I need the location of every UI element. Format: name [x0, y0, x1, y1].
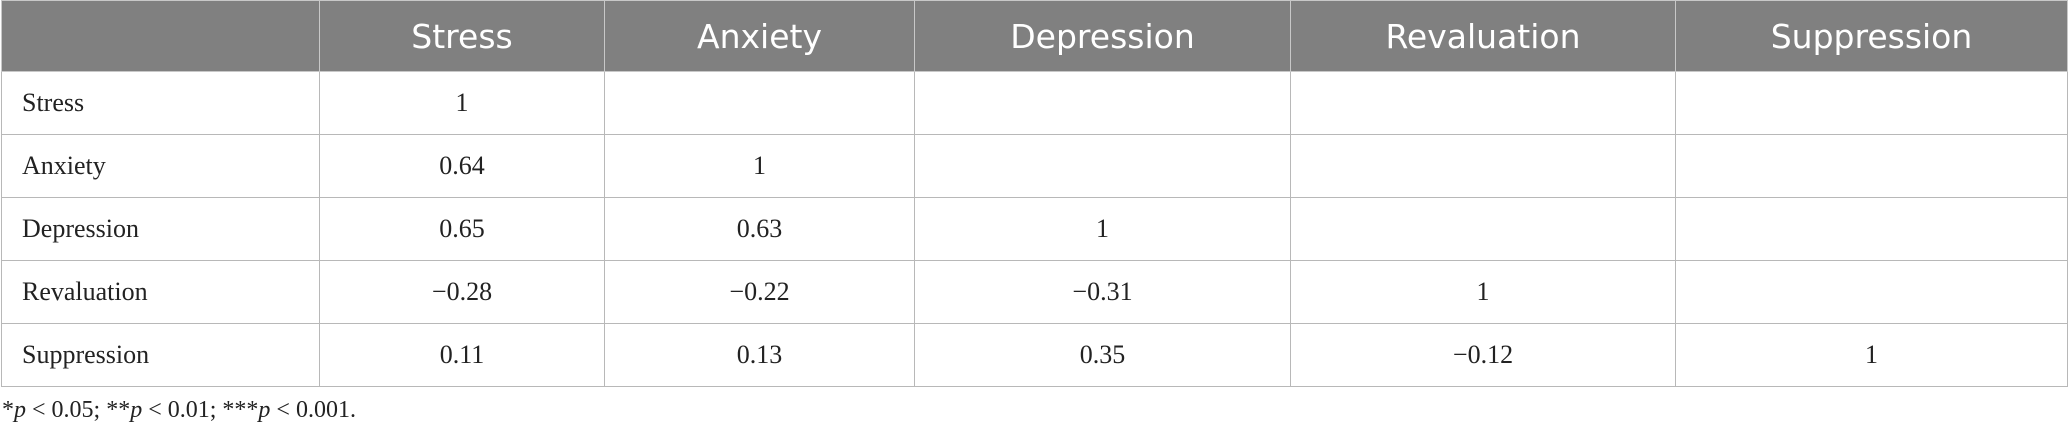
footnote-part: * [2, 397, 14, 423]
cell-value: 0.64 [319, 134, 605, 198]
empty-cell [1675, 134, 2068, 198]
column-header: Depression [914, 0, 1291, 72]
empty-cell [1290, 71, 1676, 135]
empty-cell [914, 134, 1291, 198]
row-label: Stress [1, 71, 320, 135]
table-row: Stress 1 [1, 71, 2068, 135]
footnote-part: < 0.001. [270, 397, 356, 423]
row-label: Suppression [1, 323, 320, 387]
cell-value: 0.65 [319, 197, 605, 261]
cell-value: −0.31 [914, 260, 1291, 324]
column-header: Anxiety [604, 0, 915, 72]
empty-cell [914, 71, 1291, 135]
row-label: Revaluation [1, 260, 320, 324]
column-header: Revaluation [1290, 0, 1676, 72]
cell-value: −0.28 [319, 260, 605, 324]
footnote-part: p [130, 397, 143, 423]
empty-cell [1675, 71, 2068, 135]
footnote-part: < 0.05; ** [26, 397, 131, 423]
empty-cell [1675, 197, 2068, 261]
correlation-table: Stress Anxiety Depression Revaluation Suppre… [1, 0, 2068, 387]
cell-value: 1 [1675, 323, 2068, 387]
table-row: Revaluation −0.28 −0.22 −0.31 1 [1, 260, 2068, 324]
cell-value: 1 [914, 197, 1291, 261]
cell-value: 0.35 [914, 323, 1291, 387]
column-header: Stress [319, 0, 605, 72]
footnote: *p < 0.05; **p < 0.01; ***p < 0.001. [2, 397, 2068, 424]
row-label: Depression [1, 197, 320, 261]
cell-value: 1 [1290, 260, 1676, 324]
cell-value: 1 [604, 134, 915, 198]
footnote-part: < 0.01; *** [142, 397, 259, 423]
footnote-part: p [14, 397, 26, 423]
row-label: Anxiety [1, 134, 320, 198]
column-header: Suppression [1675, 0, 2068, 72]
cell-value: −0.12 [1290, 323, 1676, 387]
cell-value: 0.63 [604, 197, 915, 261]
empty-cell [1290, 134, 1676, 198]
cell-value: 1 [319, 71, 605, 135]
cell-value: 0.13 [604, 323, 915, 387]
table-body: Stress 1 Anxiety 0.64 1 Depression 0.65 0.63 1 Re… [1, 71, 2068, 387]
header-row: Stress Anxiety Depression Revaluation Suppre… [1, 0, 2068, 72]
table-row: Depression 0.65 0.63 1 [1, 197, 2068, 261]
empty-cell [604, 71, 915, 135]
empty-cell [1675, 260, 2068, 324]
corner-cell [1, 0, 320, 72]
empty-cell [1290, 197, 1676, 261]
footnote-part: p [258, 397, 271, 423]
table-row: Suppression 0.11 0.13 0.35 −0.12 1 [1, 323, 2068, 387]
table-row: Anxiety 0.64 1 [1, 134, 2068, 198]
cell-value: −0.22 [604, 260, 915, 324]
cell-value: 0.11 [319, 323, 605, 387]
